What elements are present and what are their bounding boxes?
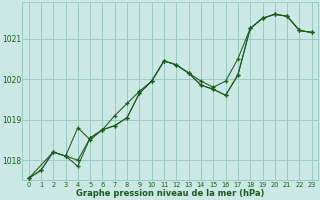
X-axis label: Graphe pression niveau de la mer (hPa): Graphe pression niveau de la mer (hPa) bbox=[76, 189, 264, 198]
